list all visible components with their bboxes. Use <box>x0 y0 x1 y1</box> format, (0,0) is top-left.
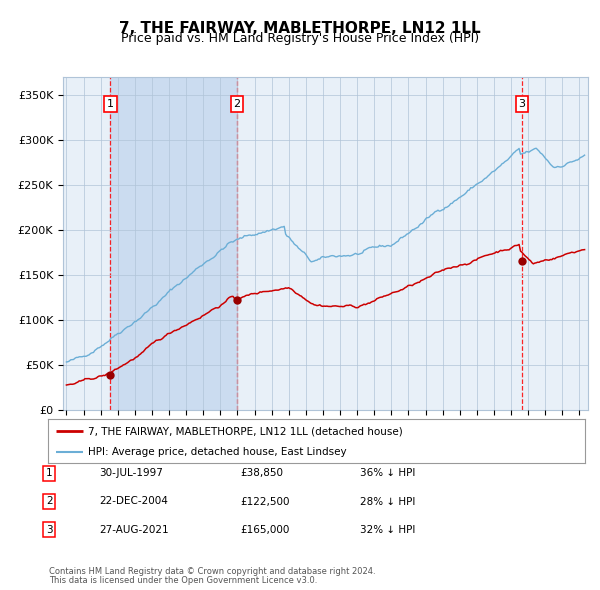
Text: 30-JUL-1997: 30-JUL-1997 <box>99 468 163 478</box>
Text: 7, THE FAIRWAY, MABLETHORPE, LN12 1LL: 7, THE FAIRWAY, MABLETHORPE, LN12 1LL <box>119 21 481 35</box>
Text: £38,850: £38,850 <box>240 468 283 478</box>
Text: 1: 1 <box>107 99 114 109</box>
Text: 27-AUG-2021: 27-AUG-2021 <box>99 525 169 535</box>
Text: 1: 1 <box>46 468 53 478</box>
Text: 36% ↓ HPI: 36% ↓ HPI <box>360 468 415 478</box>
Text: 7, THE FAIRWAY, MABLETHORPE, LN12 1LL (detached house): 7, THE FAIRWAY, MABLETHORPE, LN12 1LL (d… <box>88 427 403 436</box>
Text: 3: 3 <box>46 525 53 535</box>
Text: Contains HM Land Registry data © Crown copyright and database right 2024.: Contains HM Land Registry data © Crown c… <box>49 566 376 576</box>
Text: 22-DEC-2004: 22-DEC-2004 <box>99 497 168 506</box>
Text: 2: 2 <box>46 497 53 506</box>
Text: 32% ↓ HPI: 32% ↓ HPI <box>360 525 415 535</box>
Text: HPI: Average price, detached house, East Lindsey: HPI: Average price, detached house, East… <box>88 447 347 457</box>
Text: 3: 3 <box>518 99 526 109</box>
Text: 2: 2 <box>233 99 241 109</box>
Text: 28% ↓ HPI: 28% ↓ HPI <box>360 497 415 506</box>
Text: £122,500: £122,500 <box>240 497 290 506</box>
Bar <box>110 77 237 410</box>
Text: £165,000: £165,000 <box>240 525 289 535</box>
Text: This data is licensed under the Open Government Licence v3.0.: This data is licensed under the Open Gov… <box>49 576 317 585</box>
Text: Price paid vs. HM Land Registry's House Price Index (HPI): Price paid vs. HM Land Registry's House … <box>121 32 479 45</box>
